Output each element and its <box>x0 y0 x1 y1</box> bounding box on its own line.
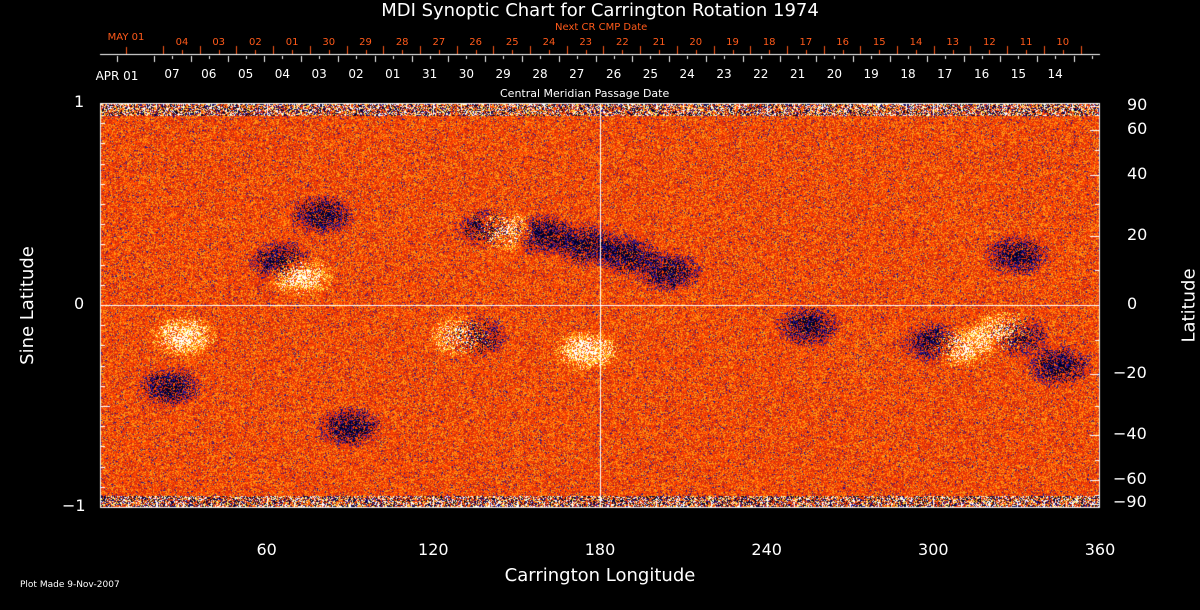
next-cmp-date-label: 01 <box>285 37 299 48</box>
next-cmp-date-label: 10 <box>1056 37 1070 48</box>
cmp-date-label: 05 <box>237 67 254 81</box>
x-axis-label: Carrington Longitude <box>504 565 696 586</box>
next-cmp-date-label: 29 <box>359 37 372 48</box>
y-tick-label-right: 20 <box>1127 224 1148 244</box>
cmp-date-label: 07 <box>164 67 180 81</box>
cmp-date-label: 23 <box>716 67 732 81</box>
top-axis-start: APR 01 <box>95 69 139 83</box>
cmp-date-label: 17 <box>937 67 953 81</box>
y-tick-label-left: −1 <box>62 496 86 515</box>
next-cmp-date-label: 03 <box>212 37 226 48</box>
y-tick-label-right: −20 <box>1113 363 1147 383</box>
cmp-date-label: 18 <box>900 67 916 81</box>
cmp-date-label: 24 <box>679 67 695 81</box>
next-cmp-date-label: 18 <box>762 37 776 48</box>
next-cmp-date-label: 23 <box>579 37 593 48</box>
next-cmp-date-label: 12 <box>983 37 996 48</box>
cmp-date-label: 31 <box>421 67 438 81</box>
y-tick-label-right: 90 <box>1127 95 1148 114</box>
next-cmp-date-label: 27 <box>432 37 446 48</box>
cmp-date-label: 27 <box>569 67 585 81</box>
x-tick-label: 180 <box>584 540 616 559</box>
next-cmp-date-label: 21 <box>652 37 666 48</box>
next-cmp-date-label: 26 <box>469 37 482 48</box>
y-tick-label-right: 40 <box>1127 164 1148 184</box>
next-cmp-date-label: 20 <box>689 37 703 48</box>
y-tick-label-right: −40 <box>1113 423 1147 443</box>
cmp-date-label: 14 <box>1047 67 1063 81</box>
next-cmp-date-label: 24 <box>542 37 556 48</box>
cmp-date-label: 15 <box>1010 67 1027 81</box>
cmp-date-label: 22 <box>753 67 769 81</box>
y-axis-label-left: Sine Latitude <box>16 246 38 365</box>
next-axis-start: MAY 01 <box>107 32 145 43</box>
cmp-date-label: 29 <box>495 67 511 81</box>
cmp-date-label: 01 <box>385 67 401 81</box>
next-axis-label: Next CR CMP Date <box>555 22 648 33</box>
next-cmp-date-label: 28 <box>395 37 409 48</box>
plot-made-note: Plot Made 9-Nov-2007 <box>20 580 120 590</box>
y-tick-label-left: 1 <box>74 92 85 111</box>
next-cmp-date-label: 14 <box>909 37 923 48</box>
next-cmp-date-label: 30 <box>322 37 336 48</box>
cmp-date-label: 16 <box>973 67 990 81</box>
x-tick-label: 360 <box>1084 540 1116 559</box>
cmp-date-label: 06 <box>201 67 217 81</box>
next-cmp-date-label: 11 <box>1019 37 1033 48</box>
chart-title: MDI Synoptic Chart for Carrington Rotati… <box>381 0 819 21</box>
next-cmp-date-label: 15 <box>872 37 886 48</box>
y-tick-label-right: −60 <box>1113 468 1147 488</box>
cmp-date-label: 03 <box>311 67 327 81</box>
y-tick-label-right: 60 <box>1127 119 1148 139</box>
cmp-date-label: 02 <box>348 67 364 81</box>
next-cmp-date-label: 19 <box>726 37 739 48</box>
next-cmp-date-label: 17 <box>799 37 813 48</box>
x-tick-label: 300 <box>918 540 949 559</box>
next-cmp-date-label: 04 <box>175 37 189 48</box>
next-cmp-date-label: 02 <box>249 37 262 48</box>
top-axis-label: Central Meridian Passage Date <box>500 87 670 100</box>
next-cmp-date-label: 13 <box>946 37 960 48</box>
y-tick-label-right: −90 <box>1113 492 1147 511</box>
cmp-date-label: 21 <box>789 67 806 81</box>
y-axis-label-right: Latitude <box>1178 268 1200 343</box>
y-tick-label-right: 0 <box>1127 294 1138 313</box>
x-tick-label: 120 <box>418 540 449 559</box>
cmp-date-label: 30 <box>458 67 475 81</box>
x-tick-label: 60 <box>256 540 277 559</box>
cmp-date-label: 20 <box>826 67 843 81</box>
next-cmp-date-label: 25 <box>505 37 519 48</box>
next-cmp-date-label: 22 <box>616 37 629 48</box>
cmp-date-label: 28 <box>532 67 548 81</box>
cmp-date-label: 25 <box>642 67 659 81</box>
next-cmp-date-label: 16 <box>836 37 849 48</box>
cmp-date-label: 19 <box>863 67 879 81</box>
x-tick-label: 240 <box>751 540 782 559</box>
cmp-date-label: 26 <box>605 67 622 81</box>
y-tick-label-left: 0 <box>74 294 85 313</box>
cmp-date-label: 04 <box>274 67 291 81</box>
